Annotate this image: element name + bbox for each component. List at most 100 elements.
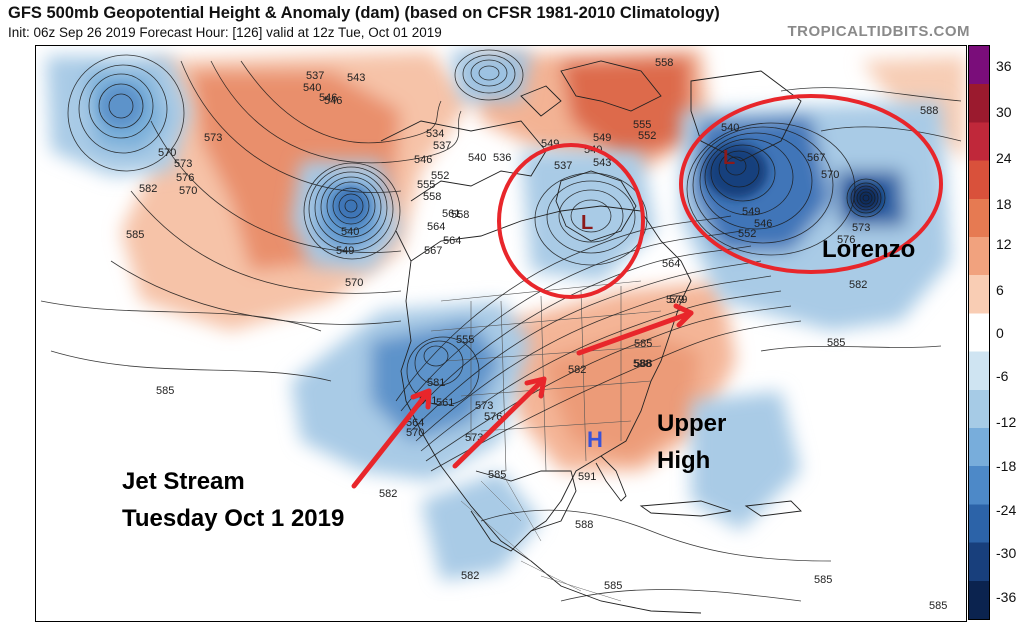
positive-anomaly-hudson [561, 56, 691, 161]
contour-label: 546 [754, 218, 772, 230]
contour-label: 585 [126, 229, 144, 241]
jet-stream-date-label: Tuesday Oct 1 2019 [122, 505, 345, 532]
colorbar-label: -18 [996, 458, 1017, 474]
contour-label: 564 [662, 258, 680, 270]
highlight-circle-atlantic-low [679, 94, 943, 274]
contour-label: 552 [431, 170, 449, 182]
colorbar-label: -12 [996, 414, 1017, 430]
high-symbol-southeast: H [587, 427, 603, 452]
contour-label: 537 [306, 70, 324, 82]
colorbar-label: -6 [996, 368, 1009, 384]
contour-label: 549 [336, 245, 354, 257]
colorbar-label: 24 [996, 150, 1012, 166]
jet-arrow-1 [351, 388, 432, 489]
contour-label: 561 [436, 397, 454, 409]
anomaly-colorbar [968, 45, 990, 620]
contour-label: 537 [554, 160, 572, 172]
anomaly-shading [46, 49, 966, 581]
contour-label: 537 [433, 140, 451, 152]
contour-label: 582 [139, 183, 157, 195]
contour-label: 552 [638, 130, 656, 142]
contour-label: 570 [345, 277, 363, 289]
contours-jet-flow [395, 215, 802, 472]
negative-anomaly-west-us-core [371, 321, 501, 441]
analyst-annotations [351, 94, 943, 489]
contour-label: 564 [427, 221, 445, 233]
contour-label: 573 [174, 158, 192, 170]
contour-label: 573 [852, 222, 870, 234]
contour-label: 581 [427, 377, 445, 389]
greenland [690, 70, 802, 162]
contour-label: 546 [319, 92, 337, 104]
contour-label: 573 [475, 400, 493, 412]
height-contours [40, 49, 962, 602]
contour-label: 588 [634, 358, 652, 370]
contour-label: 555 [456, 334, 474, 346]
colorbar-label: 0 [996, 325, 1004, 341]
contour-label: 588 [633, 358, 651, 370]
contour-label: 582 [568, 364, 586, 376]
contour-label: 570 [179, 185, 197, 197]
low-core-atlantic [704, 143, 768, 199]
low-core-aleutian [99, 84, 143, 128]
contour-label: 582 [849, 279, 867, 291]
map-canvas: 537 543 540 546 534 537 546 540 536 552 … [40, 49, 966, 614]
contour-label: 552 [738, 228, 756, 240]
pressure-centers: L L H [581, 147, 735, 452]
contour-label: 558 [655, 57, 673, 69]
contour-label: 564 [443, 235, 461, 247]
contour-label: 536 [493, 152, 511, 164]
contour-label: 540 [468, 152, 486, 164]
contour-label: 585 [827, 337, 845, 349]
map-panel: 537 543 540 546 534 537 546 540 536 552 … [35, 45, 967, 622]
contour-label: 576 [176, 172, 194, 184]
contour-label: 546 [414, 154, 432, 166]
north-america-coast [395, 205, 702, 614]
contours-bering-low [454, 49, 524, 101]
brand-watermark: TROPICALTIDBITS.COM [787, 23, 970, 40]
contour-label: 576 [484, 411, 502, 423]
alaska-coast [380, 120, 547, 202]
contour-label: 564 [406, 417, 424, 429]
contour-label: 570 [406, 427, 424, 439]
contour-label: 543 [347, 72, 365, 84]
contour-label: 582 [461, 570, 479, 582]
contour-label: 585 [634, 338, 652, 350]
contour-label: 585 [488, 469, 506, 481]
contour-label: 567 [424, 245, 442, 257]
contour-label: 540 [341, 226, 359, 238]
canada-islands [520, 60, 662, 117]
colorbar-label: 30 [996, 104, 1012, 120]
cuba [639, 500, 732, 517]
contour-label: 570 [821, 169, 839, 181]
colorbar-label: 18 [996, 196, 1012, 212]
jet-arrow-2 [452, 376, 547, 469]
contour-label: 591 [578, 471, 596, 483]
contour-label: 558 [423, 191, 441, 203]
florida [595, 455, 627, 502]
colorbar-label: -36 [996, 589, 1017, 605]
contour-label: 579 [666, 294, 684, 306]
lorenzo-label: Lorenzo [822, 236, 916, 263]
low-core-lorenzo [850, 184, 882, 212]
map-title: GFS 500mb Geopotential Height & Anomaly … [8, 4, 720, 22]
low-symbol-atlantic: L [723, 147, 735, 169]
upper-high-label-line2: High [657, 447, 711, 474]
contour-label: 585 [814, 574, 832, 586]
contour-label: 585 [929, 600, 947, 612]
contours-west-coast-ridge [110, 60, 462, 325]
contour-label: 585 [604, 580, 622, 592]
hispaniola [744, 500, 802, 517]
contour-label: 582 [379, 488, 397, 500]
highlight-circle-hudson-low [497, 143, 645, 299]
contours-west-us-trough [406, 336, 480, 406]
contour-label: 555 [633, 119, 651, 131]
colorbar-label: -24 [996, 502, 1017, 518]
map-subtitle: Init: 06z Sep 26 2019 Forecast Hour: [12… [8, 25, 442, 40]
contour-label: 570 [158, 147, 176, 159]
coastlines [380, 60, 802, 614]
jet-stream-label: Jet Stream [122, 468, 245, 495]
contour-label: 567 [807, 152, 825, 164]
upper-high-label-line1: Upper [657, 410, 727, 437]
mexico-states-grid [460, 470, 622, 602]
